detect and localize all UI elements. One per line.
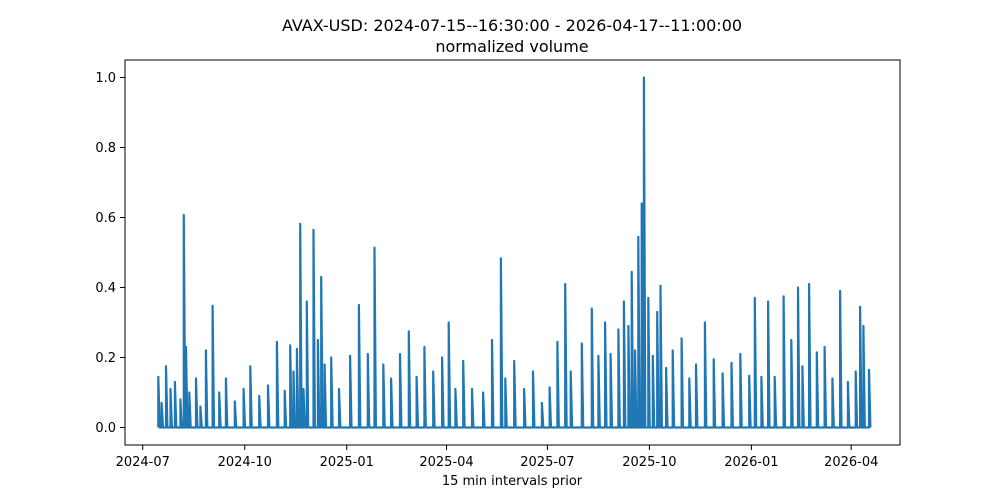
axes-frame xyxy=(124,59,901,446)
x-tick-label: 2025-01 xyxy=(320,455,374,470)
y-tick-label: 1.0 xyxy=(95,71,116,86)
y-tick-label: 0.2 xyxy=(95,351,116,366)
x-tick-label: 2026-01 xyxy=(724,455,778,470)
chart-subtitle: normalized volume xyxy=(435,37,588,56)
plot-area xyxy=(157,76,872,429)
y-tick-label: 0.4 xyxy=(95,281,116,296)
x-tick-label: 2025-07 xyxy=(520,455,574,470)
y-tick-label: 0.6 xyxy=(95,211,116,226)
series-line xyxy=(157,76,872,429)
chart-title: AVAX-USD: 2024-07-15--16:30:00 - 2026-04… xyxy=(282,16,742,35)
x-tick-label: 2025-10 xyxy=(622,455,676,470)
x-tick-label: 2025-04 xyxy=(419,455,473,470)
y-axis: 0.0 0.2 0.4 0.6 0.8 1.0 xyxy=(95,71,125,436)
x-tick-label: 2024-07 xyxy=(116,455,170,470)
x-tick-label: 2026-04 xyxy=(824,455,878,470)
x-tick-label: 2024-10 xyxy=(218,455,272,470)
x-axis: 2024-07 2024-10 2025-01 2025-04 2025-07 2025-… xyxy=(116,445,878,470)
y-tick-label: 0.0 xyxy=(95,421,116,436)
y-tick-label: 0.8 xyxy=(95,141,116,156)
x-axis-label: 15 min intervals prior xyxy=(442,474,583,489)
